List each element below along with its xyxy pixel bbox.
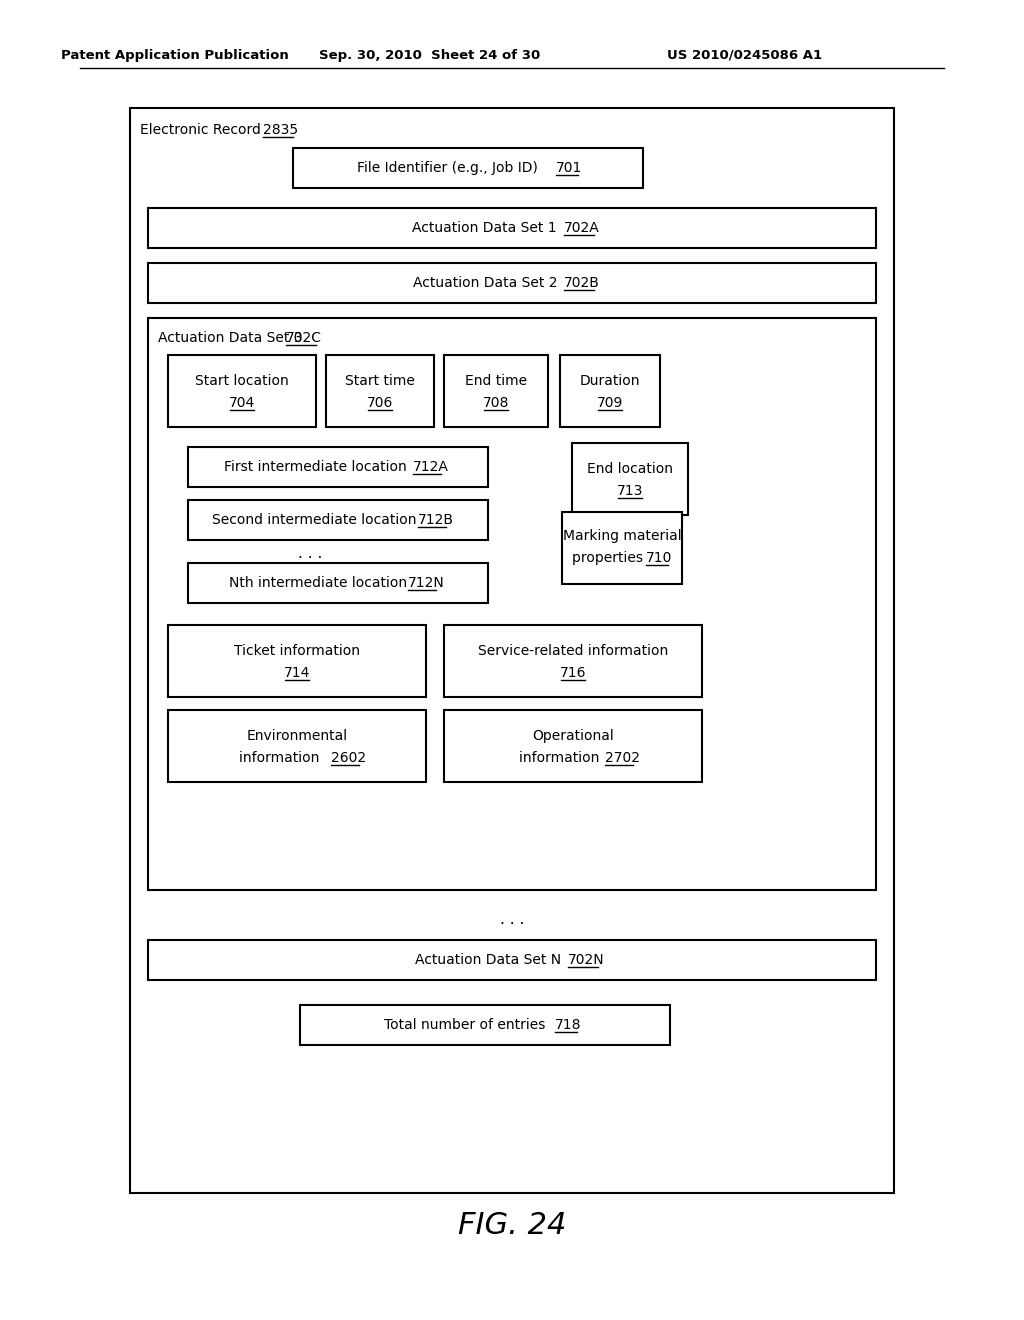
Text: Sep. 30, 2010  Sheet 24 of 30: Sep. 30, 2010 Sheet 24 of 30 [319,49,541,62]
FancyBboxPatch shape [572,444,688,515]
Text: Operational: Operational [532,729,613,743]
FancyBboxPatch shape [188,564,488,603]
FancyBboxPatch shape [444,355,548,426]
Text: Nth intermediate location: Nth intermediate location [228,576,412,590]
Text: 2835: 2835 [263,123,298,137]
Text: 706: 706 [367,396,393,411]
FancyBboxPatch shape [148,318,876,890]
FancyBboxPatch shape [188,500,488,540]
Text: 712N: 712N [408,576,444,590]
FancyBboxPatch shape [560,355,660,426]
FancyBboxPatch shape [300,1005,670,1045]
Text: 702N: 702N [568,953,604,968]
Text: Second intermediate location: Second intermediate location [212,513,421,527]
Text: . . .: . . . [500,912,524,928]
Text: First intermediate location: First intermediate location [224,459,412,474]
FancyBboxPatch shape [130,108,894,1193]
FancyBboxPatch shape [168,624,426,697]
Text: Actuation Data Set 1: Actuation Data Set 1 [413,220,561,235]
Text: 702C: 702C [286,331,322,345]
FancyBboxPatch shape [562,512,682,583]
FancyBboxPatch shape [148,940,876,979]
Text: 708: 708 [482,396,509,411]
Text: Environmental: Environmental [247,729,347,743]
FancyBboxPatch shape [293,148,643,187]
Text: 710: 710 [646,550,673,565]
Text: Start location: Start location [196,374,289,388]
FancyBboxPatch shape [168,710,426,781]
Text: 709: 709 [597,396,624,411]
Text: 702A: 702A [564,220,600,235]
Text: 2602: 2602 [331,751,367,766]
Text: FIG. 24: FIG. 24 [458,1210,566,1239]
Text: Electronic Record: Electronic Record [140,123,265,137]
Text: Marking material: Marking material [562,529,681,543]
FancyBboxPatch shape [326,355,434,426]
Text: Total number of entries: Total number of entries [384,1018,550,1032]
Text: 702B: 702B [564,276,600,290]
Text: 716: 716 [560,667,587,680]
Text: 718: 718 [555,1018,582,1032]
Text: information: information [518,751,603,766]
Text: Service-related information: Service-related information [478,644,668,657]
Text: End time: End time [465,374,527,388]
Text: Duration: Duration [580,374,640,388]
FancyBboxPatch shape [188,447,488,487]
Text: Actuation Data Set N: Actuation Data Set N [415,953,565,968]
Text: 704: 704 [229,396,255,411]
Text: Start time: Start time [345,374,415,388]
Text: 714: 714 [284,667,310,680]
Text: Ticket information: Ticket information [234,644,360,657]
Text: US 2010/0245086 A1: US 2010/0245086 A1 [668,49,822,62]
FancyBboxPatch shape [444,710,702,781]
Text: properties: properties [572,550,648,565]
Text: Actuation Data Set 2: Actuation Data Set 2 [413,276,561,290]
Text: 713: 713 [616,484,643,498]
FancyBboxPatch shape [168,355,316,426]
Text: . . .: . . . [298,545,323,561]
Text: File Identifier (e.g., Job ID): File Identifier (e.g., Job ID) [357,161,543,176]
Text: Patent Application Publication: Patent Application Publication [61,49,289,62]
Text: 712B: 712B [418,513,454,527]
FancyBboxPatch shape [148,263,876,304]
FancyBboxPatch shape [444,624,702,697]
Text: 2702: 2702 [605,751,640,766]
Text: 701: 701 [556,161,583,176]
Text: End location: End location [587,462,673,477]
Text: Actuation Data Set 3: Actuation Data Set 3 [158,331,307,345]
Text: 712A: 712A [413,459,449,474]
Text: information: information [239,751,324,766]
FancyBboxPatch shape [148,209,876,248]
